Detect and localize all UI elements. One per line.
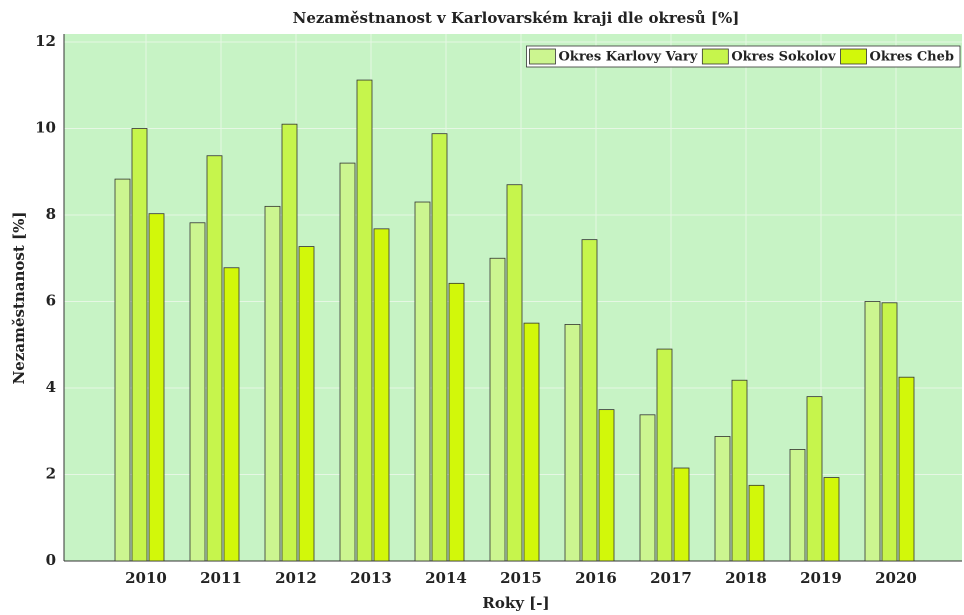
bar [148,213,165,562]
legend-swatch [840,48,867,65]
legend-swatch [701,48,729,65]
bar [356,79,373,562]
bar [789,449,806,562]
bar [189,222,206,562]
x-tick-label: 2012 [275,569,317,587]
bar [506,184,523,562]
bar [864,301,881,562]
legend-label: Okres Cheb [870,50,954,65]
bar [581,239,598,562]
y-axis-label: Nezaměstnanost [%] [10,212,28,385]
legend-swatch [529,48,556,65]
bar [598,409,615,562]
bar [414,201,431,562]
bar [639,414,656,562]
x-axis-label: Roky [-] [482,594,549,612]
legend-label: Okres Sokolov [731,50,836,65]
x-tick-label: 2019 [800,569,842,587]
x-tick-label: 2020 [875,569,917,587]
bar [564,324,581,562]
chart-title: Nezaměstnanost v Karlovarském kraji dle … [293,9,740,27]
bar [373,228,390,562]
x-tick-label: 2015 [500,569,542,587]
y-tick-label: 4 [46,378,56,396]
bar [298,246,315,562]
bar [431,133,448,562]
bar [489,257,506,562]
legend-label: Okres Karlovy Vary [558,50,697,65]
y-tick-label: 6 [46,292,56,310]
x-tick-label: 2011 [200,569,242,587]
bar [731,379,748,562]
bar [523,322,540,562]
bar [281,123,298,562]
bar [223,267,240,562]
bar [881,302,898,562]
x-tick-label: 2010 [125,569,167,587]
y-tick-label: 8 [46,205,56,223]
bar [131,128,148,562]
x-tick-label: 2017 [650,569,692,587]
bar [748,484,765,562]
y-tick-label: 12 [35,32,56,50]
x-tick-label: 2013 [350,569,392,587]
bar [448,282,465,562]
y-tick-label: 0 [46,551,56,569]
bar [823,477,840,562]
y-tick-label: 2 [46,465,56,483]
bar [714,436,731,562]
bar [806,396,823,562]
x-tick-label: 2018 [725,569,767,587]
x-tick-label: 2016 [575,569,617,587]
x-tick-label: 2014 [425,569,467,587]
bar [656,348,673,562]
bar [206,155,223,562]
bar [114,178,131,562]
bar [673,467,690,562]
bar [339,162,356,562]
bar [264,205,281,562]
bar [898,376,915,562]
y-tick-label: 10 [35,119,56,137]
